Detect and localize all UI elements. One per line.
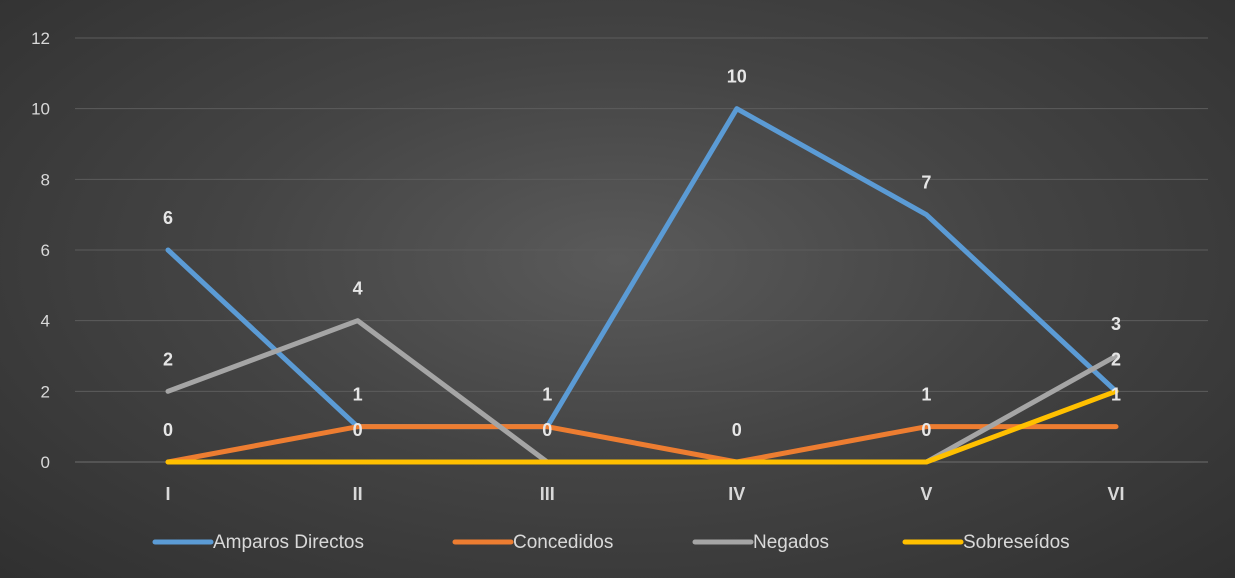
y-tick-label: 4: [41, 312, 50, 331]
data-label: 1: [353, 385, 363, 405]
legend-label: Negados: [753, 532, 829, 553]
y-tick-label: 6: [41, 241, 50, 260]
gridlines: [75, 37, 1208, 463]
series-line-3: [165, 388, 1119, 465]
legend-item[interactable]: Negados: [692, 532, 829, 553]
legend: Amparos Directos Concedidos Negados Sobrese…: [152, 532, 1070, 553]
data-label: 1: [542, 385, 552, 405]
x-tick-label: II: [353, 484, 363, 504]
data-label: 0: [732, 420, 742, 440]
data-label: 0: [353, 420, 363, 440]
x-tick-label: I: [165, 484, 170, 504]
legend-label: Concedidos: [513, 532, 613, 553]
data-label: 1: [1111, 385, 1121, 405]
series-line-1: [165, 424, 1119, 465]
y-tick-label: 0: [41, 453, 50, 472]
data-label: 6: [163, 208, 173, 228]
data-label: 0: [163, 420, 173, 440]
y-tick-label: 10: [31, 100, 50, 119]
data-label: 0: [542, 420, 552, 440]
x-tick-label: V: [920, 484, 932, 504]
data-label: 3: [1111, 314, 1121, 334]
data-label: 2: [1111, 349, 1121, 369]
legend-label: Amparos Directos: [213, 532, 364, 553]
series-line-0: [165, 106, 1119, 430]
data-label: 4: [353, 279, 363, 299]
data-label: 10: [727, 67, 747, 87]
x-tick-label: IV: [728, 484, 745, 504]
y-axis-ticks: 0 2 4 6 8 10 12: [31, 29, 50, 472]
legend-item[interactable]: Sobreseídos: [902, 532, 1070, 553]
y-tick-label: 12: [31, 29, 50, 48]
data-label: 2: [163, 349, 173, 369]
legend-item[interactable]: Amparos Directos: [152, 532, 364, 553]
data-label: 1: [921, 385, 931, 405]
data-label: 0: [921, 420, 931, 440]
legend-label: Sobreseídos: [963, 532, 1070, 553]
legend-item[interactable]: Concedidos: [452, 532, 613, 553]
y-tick-label: 2: [41, 382, 50, 401]
x-tick-label: VI: [1107, 484, 1124, 504]
data-label: 7: [921, 173, 931, 193]
y-tick-label: 8: [41, 170, 50, 189]
series-lines: [165, 106, 1119, 465]
x-tick-label: III: [540, 484, 555, 504]
x-axis-ticks: I II III IV V VI: [165, 484, 1124, 504]
